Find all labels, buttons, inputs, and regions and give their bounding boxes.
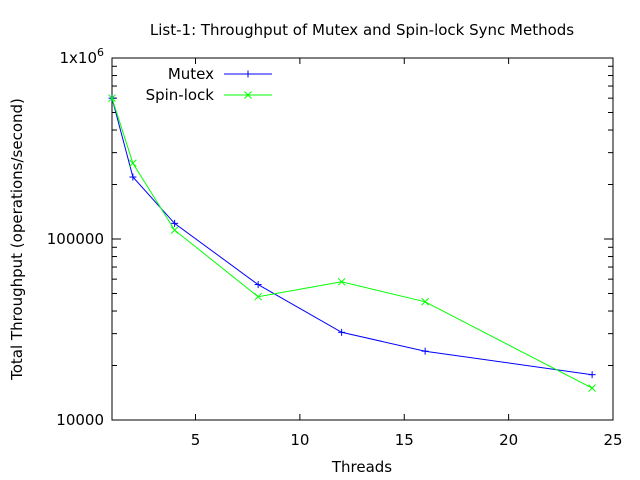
y-tick-label: 1x106	[59, 46, 104, 67]
x-tick-label: 20	[499, 431, 518, 449]
x-tick-label: 15	[395, 431, 414, 449]
series-line-spin-lock	[111, 98, 593, 389]
data-point-spin-lock	[108, 94, 116, 103]
chart-title: List-1: Throughput of Mutex and Spin-loc…	[150, 21, 574, 39]
data-point-spin-lock	[170, 226, 179, 234]
data-point-spin-lock	[129, 159, 137, 168]
y-tick-label: 10000	[56, 411, 104, 429]
plot-frame	[111, 57, 614, 421]
data-point-spin-lock	[254, 292, 262, 301]
legend-marker	[244, 91, 252, 99]
data-point-spin-lock	[421, 297, 429, 306]
y-axis-label: Total Throughput (operations/second)	[8, 98, 26, 381]
x-tick-label: 10	[290, 431, 309, 449]
legend-label: Spin-lock	[146, 86, 215, 104]
data-point-mutex	[588, 371, 596, 379]
data-point-spin-lock	[588, 384, 596, 392]
axes-group: 5 10 15 20 25 10000 100000 1x106	[47, 46, 623, 449]
data-point-mutex	[171, 219, 179, 227]
legend: Mutex Spin-lock	[146, 65, 272, 104]
data-point-spin-lock	[337, 277, 346, 286]
data-point-mutex	[338, 328, 346, 336]
legend-marker	[244, 70, 252, 78]
data-point-mutex	[421, 347, 429, 355]
x-axis-label: Threads	[331, 458, 392, 476]
x-tick-label: 25	[603, 431, 622, 449]
series-group	[108, 94, 596, 392]
y-tick-label: 100000	[47, 230, 104, 248]
data-point-mutex	[129, 173, 137, 181]
data-point-mutex	[254, 281, 262, 289]
x-tick-label: 5	[191, 431, 201, 449]
legend-label: Mutex	[168, 65, 214, 83]
series-line-mutex	[111, 98, 593, 376]
